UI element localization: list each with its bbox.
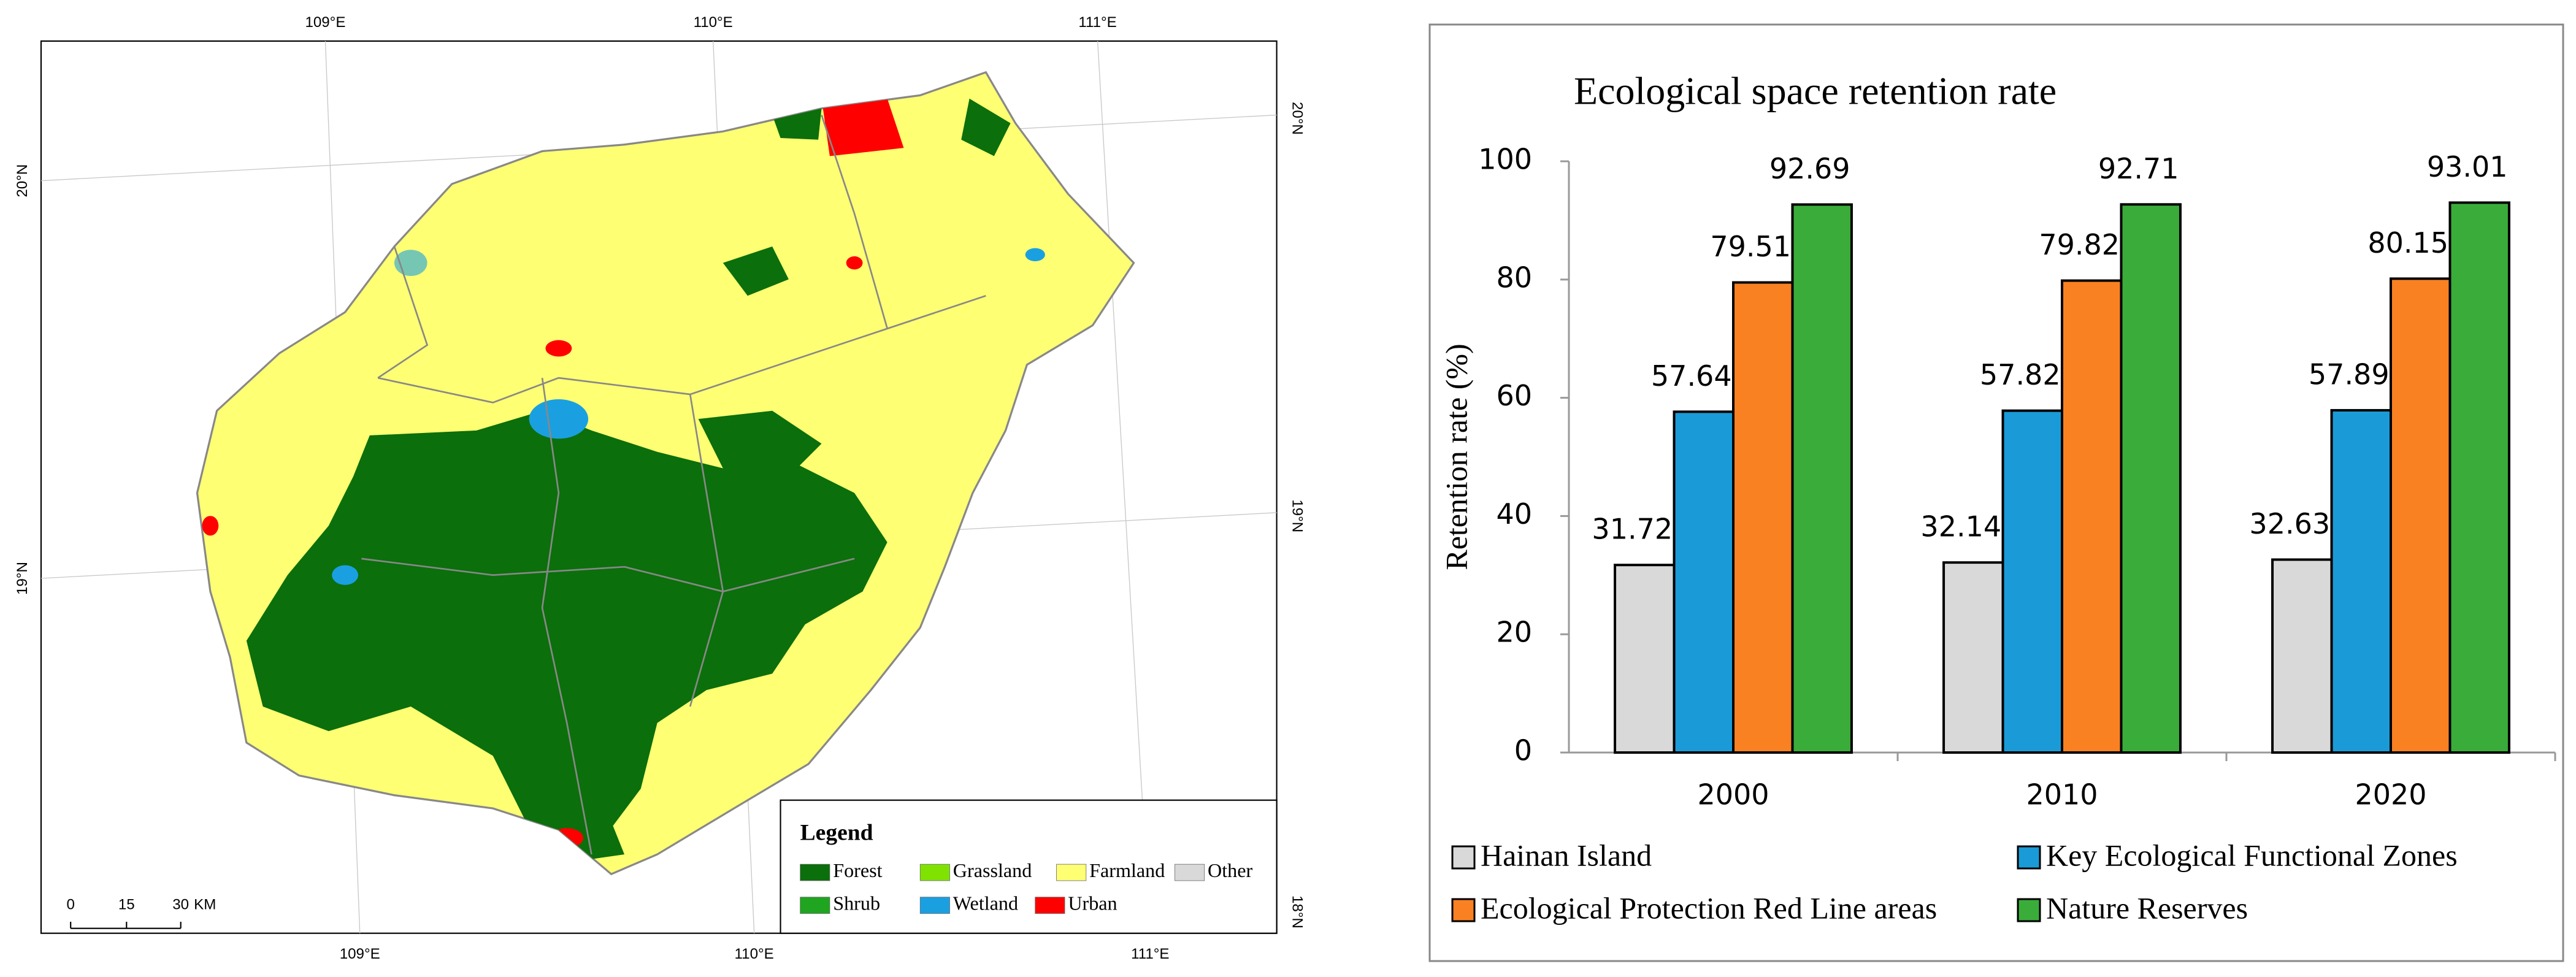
data-label: 92.71 [2098,152,2179,185]
data-label: 93.01 [2427,150,2508,183]
legend-swatch [1175,864,1205,881]
legend-swatch [1035,897,1065,914]
y-tick-label: 20 [1496,616,1532,649]
x-tick-label: 2010 [2026,778,2098,811]
legend-label: Other [1208,859,1252,881]
land-cover [202,98,1045,863]
legend-swatch [800,864,830,881]
legend-swatch [1451,898,1476,922]
y-tick-label: 60 [1496,379,1532,412]
data-label: 79.51 [1710,230,1791,263]
bar [1942,561,2004,754]
lon-label: 109°E [340,946,380,962]
legend-label: Forest [833,859,882,881]
y-tick-label: 80 [1496,261,1532,294]
chart-title: Ecological space retention rate [1574,69,2057,113]
data-label: 32.14 [1920,510,2001,543]
admin-boundaries [361,115,986,855]
legend-label: Urban [1068,892,1117,914]
y-axis-label: Retention rate (%) [1439,343,1473,570]
legend-label: Grassland [953,859,1032,881]
data-label: 31.72 [1592,513,1673,546]
lon-label: 111°E [1131,946,1169,962]
legend-title: Legend [800,821,873,846]
scale-label: 0 [66,897,74,913]
lon-label: 110°E [735,946,774,962]
lon-label: 111°E [1078,14,1116,31]
legend-swatch [2017,845,2041,870]
legend-label: Nature Reserves [2046,891,2248,925]
data-label: 57.89 [2309,358,2390,391]
scale-label: KM [194,897,216,913]
lon-label: 109°E [305,14,345,31]
legend-label: Key Ecological Functional Zones [2046,838,2458,872]
lat-label: 20°N [1289,102,1305,135]
bar [2448,201,2510,754]
legend-swatch [919,864,950,881]
lat-label: 18°N [1289,895,1305,929]
map-panel: 109°E 110°E 111°E 109°E 110°E 111°E 20°N 19°N 20… [14,14,1305,962]
legend-label: Shrub [833,892,880,914]
legend-label: Hainan Island [1481,838,1652,872]
bar [1791,203,1853,754]
lon-label: 110°E [694,14,733,31]
bar [2120,203,2182,754]
lat-label: 19°N [14,562,31,595]
lat-label: 19°N [1289,499,1305,532]
x-tick-label: 2000 [1697,778,1769,811]
y-tick-label: 0 [1514,734,1532,767]
x-tick-label: 2020 [2355,778,2426,811]
legend-label: Wetland [953,892,1018,914]
bar [2061,279,2123,754]
scale-label: 15 [118,897,135,913]
bar [2001,409,2064,754]
data-label: 32.63 [2249,507,2330,540]
legend-swatch [800,897,830,914]
legend-swatch [2017,898,2041,922]
bar [2390,277,2451,754]
legend-label: Farmland [1089,859,1165,881]
data-label: 80.15 [2367,226,2448,259]
bar [1614,564,1676,754]
data-label: 57.82 [1980,358,2061,391]
data-label: 92.69 [1769,152,1850,185]
y-tick-label: 100 [1478,143,1532,176]
legend-swatch [919,897,950,914]
bar [2330,408,2393,754]
bar [1673,410,1735,754]
scale-label: 30 [172,897,189,913]
legend-swatch [1056,864,1087,881]
legend-swatch [1451,845,1476,870]
data-label: 79.82 [2039,228,2120,261]
lat-label: 20°N [14,164,31,197]
legend-label: Ecological Protection Red Line areas [1481,891,1937,925]
bar [2271,558,2333,754]
data-label: 57.64 [1651,359,1732,393]
bar [1732,281,1794,754]
y-tick-label: 40 [1496,497,1532,531]
